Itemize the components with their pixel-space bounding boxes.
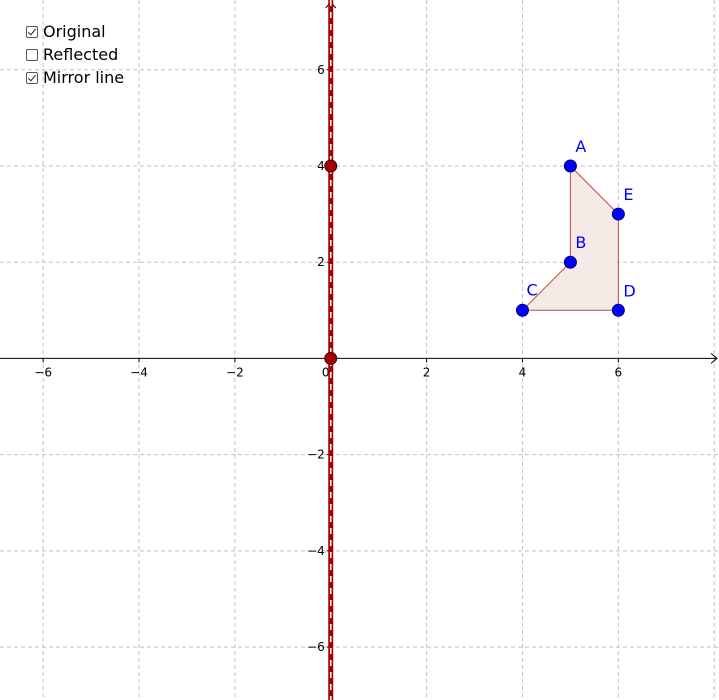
x-axis-arrow-icon	[710, 353, 718, 364]
checkbox-mirror-line-label: Mirror line	[43, 68, 125, 87]
y-tick-label: −2	[307, 448, 325, 462]
checkbox-reflected-label: Reflected	[43, 45, 119, 64]
vertex-label-c: C	[526, 280, 537, 299]
vertex-point-e[interactable]	[611, 207, 625, 221]
x-tick-label: 2	[423, 365, 431, 379]
tick-labels: −6 −4 −2 0 2 4 6 6 4 2 −2 −4 −6	[34, 63, 622, 654]
mirror-control-point[interactable]	[324, 351, 338, 365]
x-tick-label: −6	[34, 365, 52, 379]
checkbox-mirror-line[interactable]: Mirror line	[26, 66, 124, 89]
vertex-label-a: A	[575, 137, 586, 156]
vertex-label-d: D	[623, 281, 635, 300]
vertex-point-c[interactable]	[515, 303, 529, 317]
polygon-original[interactable]	[521, 164, 619, 311]
vertex-point-a[interactable]	[563, 159, 577, 173]
checkbox-panel: Original Reflected Mirror line	[26, 20, 124, 89]
y-tick-label: 4	[317, 159, 325, 173]
polygon-vertices: A B C D E	[515, 137, 636, 317]
x-tick-label: 6	[615, 365, 623, 379]
polygon-fill[interactable]	[521, 164, 619, 311]
y-tick-label: −6	[307, 640, 325, 654]
y-tick-label: 6	[317, 63, 325, 77]
checkbox-original[interactable]: Original	[26, 20, 124, 43]
y-tick-label: 2	[317, 255, 325, 269]
vertex-point-d[interactable]	[611, 303, 625, 317]
vertex-label-b: B	[575, 233, 586, 252]
checkbox-reflected-box[interactable]	[26, 48, 38, 61]
checkbox-original-label: Original	[43, 22, 106, 41]
x-tick-label: −4	[130, 365, 148, 379]
checkbox-original-box[interactable]	[26, 25, 38, 38]
x-tick-label: 0	[322, 365, 330, 379]
vertex-point-b[interactable]	[563, 255, 577, 269]
x-tick-label: −2	[226, 365, 244, 379]
vertex-label-e: E	[623, 185, 633, 204]
checkbox-reflected[interactable]: Reflected	[26, 43, 124, 66]
y-tick-label: −4	[307, 544, 325, 558]
mirror-control-point[interactable]	[324, 159, 338, 173]
mirror-line[interactable]	[324, 0, 338, 700]
x-tick-label: 4	[519, 365, 527, 379]
checkbox-mirror-line-box[interactable]	[26, 71, 38, 84]
